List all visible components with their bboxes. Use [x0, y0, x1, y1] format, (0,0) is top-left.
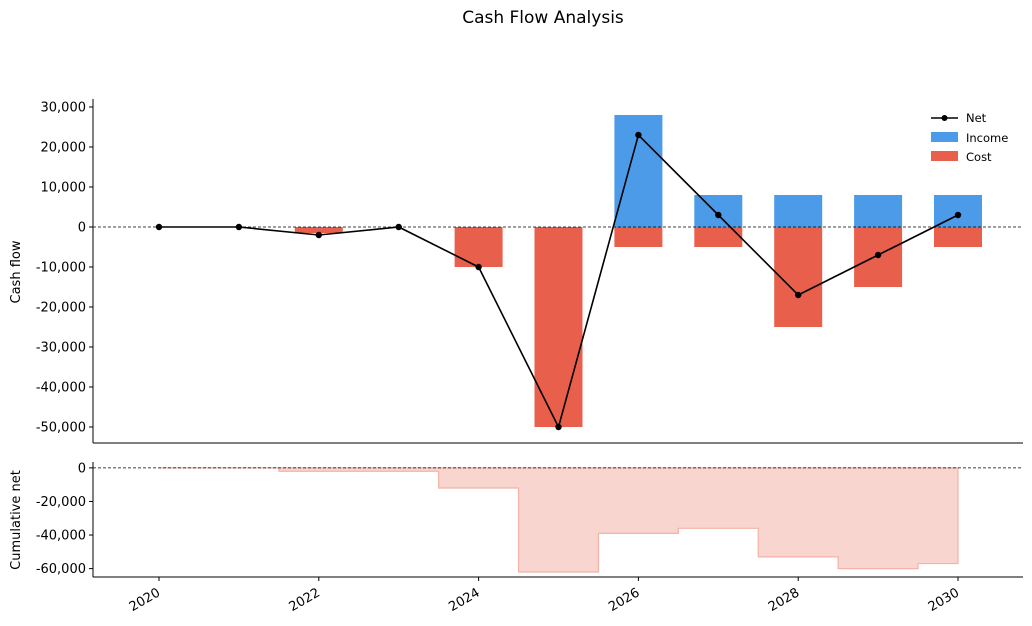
top-y-tick-label: -20,000 — [36, 301, 86, 316]
net-point-2020 — [155, 223, 163, 231]
x-tick-label: 2022 — [287, 585, 323, 615]
cost-bar-2030 — [934, 227, 982, 247]
net-point-2030 — [954, 211, 962, 219]
top-y-tick-label: 0 — [78, 221, 86, 236]
bottom-y-axis-label: Cumulative net — [9, 470, 24, 570]
top-y-tick-label: -10,000 — [36, 261, 86, 276]
top-y-axis-label: Cash flow — [9, 240, 24, 303]
cumulative-net-area — [159, 467, 959, 573]
chart-title: Cash Flow Analysis — [462, 8, 624, 28]
bottom-y-tick-label: -40,000 — [36, 529, 86, 544]
cash-flow-panel: 30,000 20,000 10,000 0 -10,000 -20,000 -30,000… — [36, 99, 1023, 444]
x-tick-label: 2020 — [127, 585, 163, 615]
bottom-y-tick-label: 0 — [78, 461, 86, 476]
net-point-2027 — [715, 211, 722, 219]
income-bar-2027 — [694, 195, 743, 227]
income-bar-2028 — [774, 195, 823, 227]
x-tick-label: 2026 — [606, 585, 642, 615]
cost-bar-2027 — [694, 227, 743, 247]
net-point-2024 — [475, 263, 482, 271]
net-point-2025 — [555, 423, 562, 431]
cumulative-net-panel: 0 -20,000 -40,000 -60,000 2020 2022 2024 2026 20… — [36, 461, 1023, 615]
cost-bar-2026 — [614, 227, 663, 247]
legend-income-swatch-icon — [931, 132, 958, 142]
top-y-tick-label: -40,000 — [36, 381, 86, 396]
net-point-2023 — [395, 223, 402, 231]
income-bar-2029 — [854, 195, 903, 227]
income-bar-2030 — [934, 195, 982, 227]
legend-net-label: Net — [966, 111, 987, 125]
legend: Net Income Cost — [931, 111, 1008, 164]
x-tick-label: 2028 — [766, 585, 802, 615]
net-point-2026 — [635, 131, 642, 139]
cost-bar-2024 — [454, 227, 503, 267]
top-y-tick-label: 30,000 — [41, 101, 87, 116]
top-y-tick-label: 20,000 — [41, 141, 87, 156]
cost-bar-2028 — [774, 227, 823, 327]
x-tick-label: 2024 — [446, 585, 482, 615]
legend-net-marker-icon — [941, 115, 948, 121]
bottom-y-tick-label: -60,000 — [36, 562, 86, 577]
net-point-2022 — [315, 231, 322, 239]
cost-bar-2025 — [534, 227, 583, 427]
top-y-tick-label: -50,000 — [36, 421, 86, 436]
legend-cost-label: Cost — [966, 150, 992, 164]
top-y-tick-label: -30,000 — [36, 341, 86, 356]
top-y-tick-label: 10,000 — [41, 181, 87, 196]
cost-bar-2022 — [294, 227, 343, 233]
net-point-2028 — [795, 291, 802, 299]
bottom-y-tick-label: -20,000 — [36, 495, 86, 510]
legend-cost-swatch-icon — [931, 151, 958, 161]
net-point-2021 — [235, 223, 243, 231]
x-tick-label: 2030 — [926, 585, 962, 615]
net-point-2029 — [874, 251, 882, 259]
legend-income-label: Income — [966, 131, 1008, 145]
